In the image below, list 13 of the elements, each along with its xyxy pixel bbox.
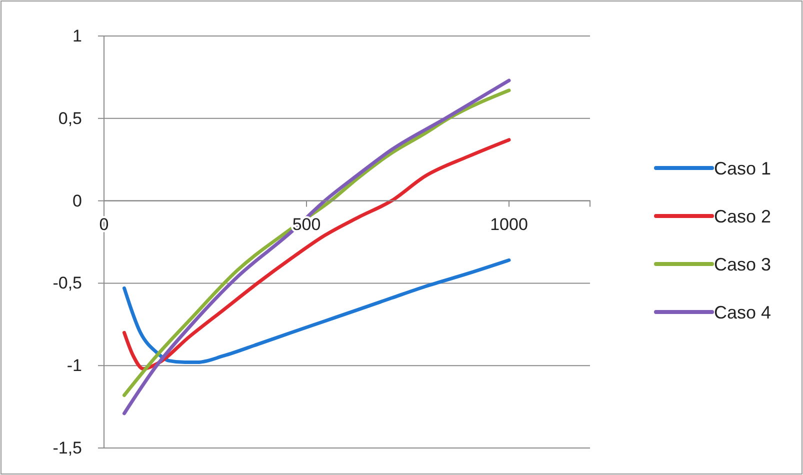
y-tick-label: 1 [72,26,82,46]
legend-label: Caso 2 [714,206,772,226]
y-tick-label: 0,5 [58,108,82,128]
legend-label: Caso 3 [714,254,772,274]
y-tick-label: -1,5 [52,438,82,458]
y-tick-label: -0,5 [52,274,82,293]
x-tick-label: 1000 [490,215,528,234]
legend-label: Caso 4 [714,302,772,322]
x-tick-label: 0 [99,215,109,234]
y-tick-label: 0 [72,191,82,210]
line-series [122,258,511,364]
legend-label: Caso 1 [714,158,772,178]
y-tick-label: -1 [66,356,82,376]
